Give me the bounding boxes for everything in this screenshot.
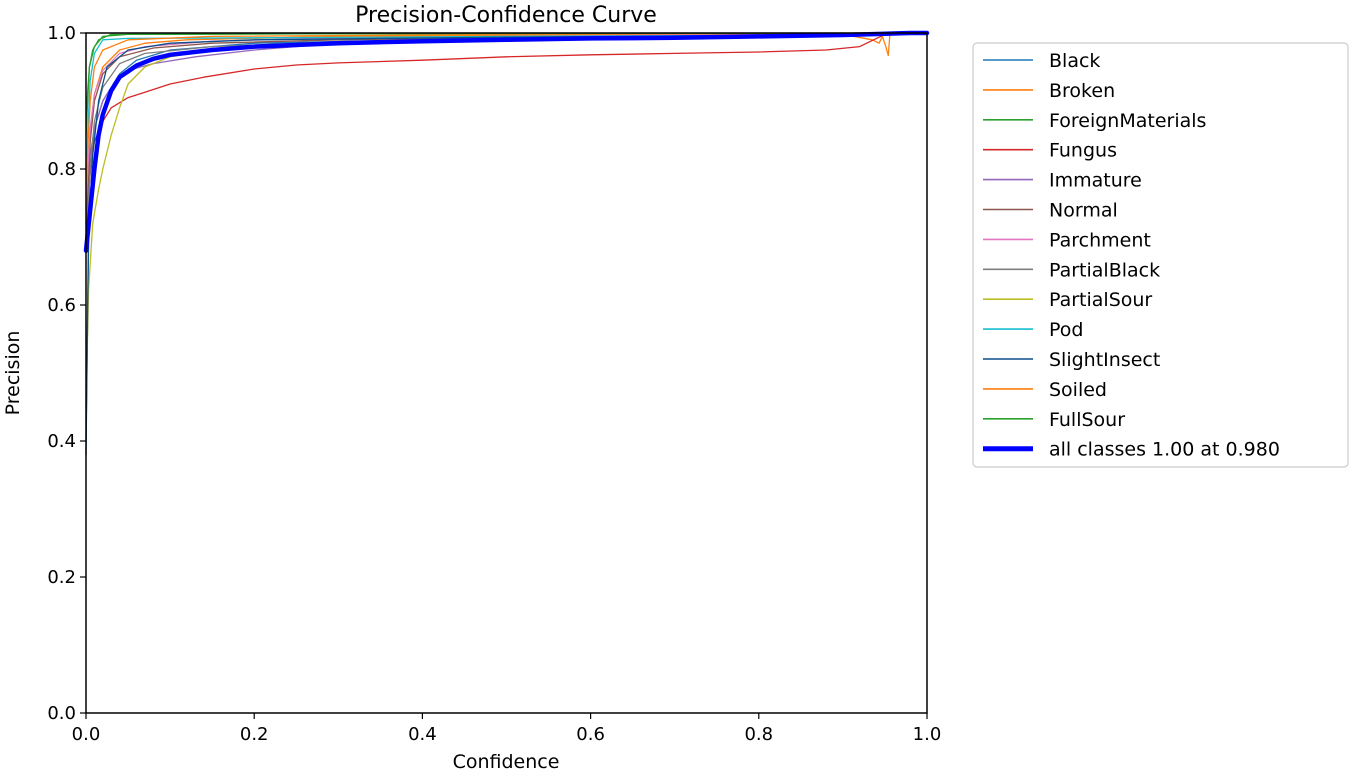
legend-label: Soiled: [1049, 379, 1107, 401]
y-tick-label: 0.0: [47, 703, 76, 724]
series-line-4: [85, 32, 928, 225]
y-tick-label: 1.0: [47, 23, 76, 44]
legend-label: PartialSour: [1049, 289, 1152, 311]
series-line-2: [85, 32, 928, 116]
series-line-1: [85, 32, 928, 225]
legend-label: Black: [1049, 50, 1100, 72]
legend-label: Immature: [1049, 170, 1142, 192]
legend-label: Fungus: [1049, 140, 1117, 162]
series-line-8: [85, 32, 928, 408]
series-line-5: [85, 32, 928, 238]
series-line-11: [85, 32, 928, 184]
x-tick-label: 0.6: [576, 724, 605, 745]
legend-box: [972, 42, 1349, 468]
x-tick-label: 1.0: [913, 724, 942, 745]
legend: Black Broken ForeignMaterials Fungus Immatur…: [972, 42, 1349, 468]
x-axis-label: Confidence: [453, 751, 560, 772]
y-tick-label: 0.8: [47, 159, 76, 180]
series-line-7: [85, 32, 928, 252]
legend-label: PartialBlack: [1049, 259, 1160, 281]
legend-label: FullSour: [1049, 409, 1125, 431]
series-line-13: [83, 30, 930, 253]
legend-label: SlightInsect: [1049, 349, 1160, 371]
y-axis-label: Precision: [2, 331, 24, 416]
x-tick-label: 0.4: [408, 724, 437, 745]
x-axis-ticks: 0.0 0.2 0.4 0.6 0.8 1.0: [72, 713, 942, 745]
legend-label: Broken: [1049, 80, 1115, 102]
series-line-10: [85, 32, 928, 456]
series-line-6: [85, 32, 928, 204]
legend-label: Parchment: [1049, 229, 1151, 251]
plot-frame: [85, 32, 928, 714]
legend-items: Black Broken ForeignMaterials Fungus Immatur…: [983, 50, 1280, 461]
y-axis-ticks: 0.0 0.2 0.4 0.6 0.8 1.0: [47, 23, 86, 724]
chart-title: Precision-Confidence Curve: [355, 3, 657, 28]
x-tick-label: 0.0: [72, 724, 101, 745]
y-tick-label: 0.4: [47, 431, 76, 452]
x-tick-label: 0.8: [744, 724, 773, 745]
legend-label: Pod: [1049, 319, 1083, 341]
plot-lines: [83, 30, 930, 456]
series-line-3: [85, 32, 928, 238]
legend-label: ForeignMaterials: [1049, 110, 1206, 132]
legend-label: all classes 1.00 at 0.980: [1049, 439, 1280, 461]
series-line-9: [85, 32, 928, 170]
y-tick-label: 0.2: [47, 567, 76, 588]
y-tick-label: 0.6: [47, 295, 76, 316]
x-tick-label: 0.2: [240, 724, 269, 745]
legend-label: Normal: [1049, 200, 1118, 222]
series-line-0: [85, 32, 928, 442]
